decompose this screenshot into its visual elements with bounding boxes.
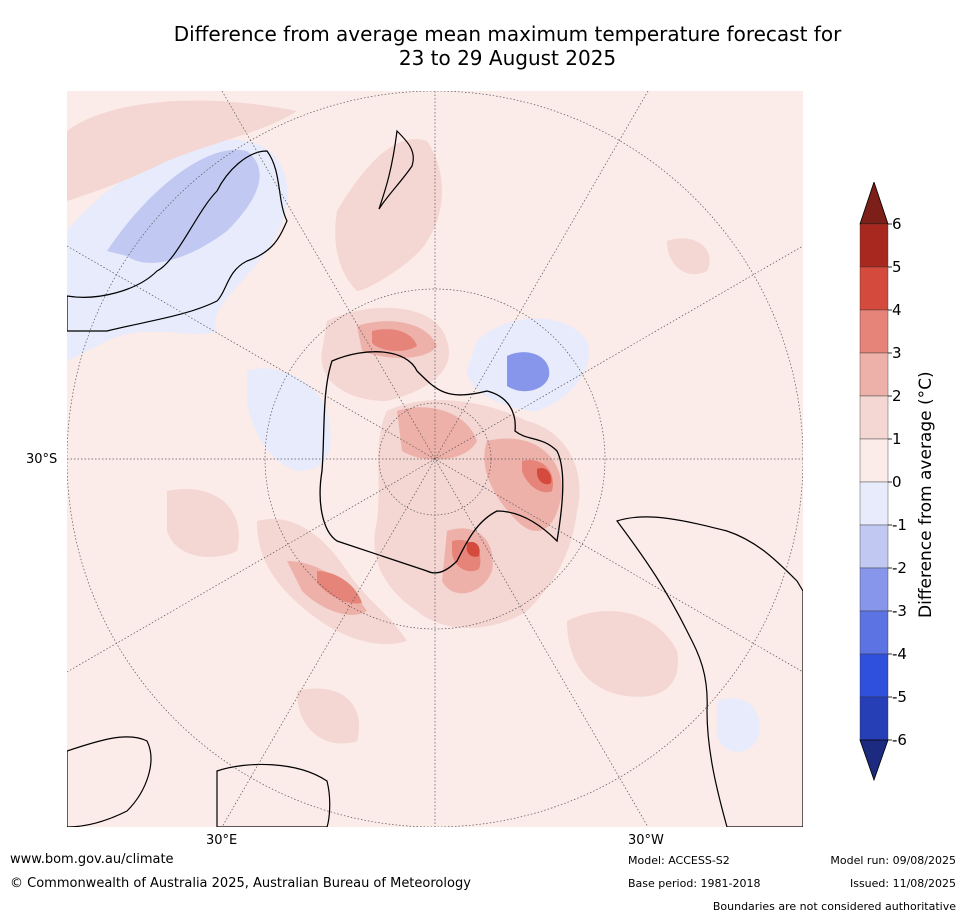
colorbar-swatch xyxy=(859,223,889,268)
colorbar-tick-label: -6 xyxy=(892,731,907,749)
colorbar-tick-label: 5 xyxy=(892,258,902,276)
warm-anomaly-region xyxy=(466,541,480,557)
colorbar-swatch xyxy=(859,610,889,655)
cool-anomaly-region xyxy=(107,149,260,263)
boundary-disclaimer: Boundaries are not considered authoritat… xyxy=(712,900,956,913)
warm-anomaly-region xyxy=(567,611,678,697)
colorbar-extend-bottom xyxy=(859,739,889,782)
colorbar-tick-label: 1 xyxy=(892,430,902,448)
new-zealand-coastline xyxy=(378,129,414,210)
australia-coastline xyxy=(67,150,288,332)
colorbar-swatch xyxy=(859,696,889,741)
warm-anomaly-region xyxy=(667,238,710,275)
south-america-coastline xyxy=(616,516,803,827)
warm-anomaly-region xyxy=(372,329,417,351)
graticule xyxy=(67,91,803,827)
longitude-label-30e: 30°E xyxy=(206,833,238,848)
cool-anomaly-region xyxy=(247,368,331,471)
cool-anomaly-region xyxy=(717,698,760,752)
colorbar-tick-label: -3 xyxy=(892,602,907,620)
base-period: Base period: 1981-2018 xyxy=(628,877,761,890)
colorbar-tick-label: 3 xyxy=(892,344,902,362)
warm-anomaly-region xyxy=(317,571,362,604)
colorbar-swatch xyxy=(859,395,889,440)
warm-anomaly-region xyxy=(67,100,297,201)
colorbar-tick-label: -1 xyxy=(892,516,907,534)
warm-anomaly-region xyxy=(335,139,442,291)
colorbar-tick-label: -5 xyxy=(892,688,907,706)
colorbar-swatch xyxy=(859,481,889,526)
colorbar-tick-label: 6 xyxy=(892,215,902,233)
africa-coastline xyxy=(67,736,152,827)
colorbar-swatch xyxy=(859,309,889,354)
colorbar-title: Difference from average (°C) xyxy=(916,371,936,618)
colorbar-extend-top xyxy=(859,182,889,225)
copyright-notice: © Commonwealth of Australia 2025, Austra… xyxy=(10,876,471,891)
title-line-1: Difference from average mean maximum tem… xyxy=(173,22,842,46)
colorbar-swatch xyxy=(859,438,889,483)
warm-anomaly-region xyxy=(397,407,477,460)
colorbar-swatch xyxy=(859,352,889,397)
colorbar-swatch xyxy=(859,524,889,569)
source-url[interactable]: www.bom.gov.au/climate xyxy=(10,852,174,867)
anomaly-map xyxy=(67,91,803,827)
issued-date: Issued: 11/08/2025 xyxy=(849,877,956,890)
colorbar-tick-label: 2 xyxy=(892,387,902,405)
warm-anomaly-region xyxy=(297,688,359,744)
longitude-label-30w: 30°W xyxy=(628,833,664,848)
latitude-label-30s: 30°S xyxy=(26,452,58,467)
title-line-2: 23 to 29 August 2025 xyxy=(398,46,617,70)
model-run-date: Model run: 09/08/2025 xyxy=(830,854,956,867)
colorbar-tick-label: 0 xyxy=(892,473,902,491)
colorbar-tick-label: 4 xyxy=(892,301,902,319)
model-name: Model: ACCESS-S2 xyxy=(628,854,730,867)
colorbar-swatch xyxy=(859,266,889,311)
map-title: Difference from average mean maximum tem… xyxy=(0,22,965,70)
colorbar-tick-label: -4 xyxy=(892,645,907,663)
antarctica-coastline xyxy=(319,351,564,574)
africa-coastline xyxy=(216,763,331,827)
colorbar-swatch xyxy=(859,567,889,612)
colorbar: 6 5 4 3 2 1 0 -1 -2 -3 -4 -5 -6 xyxy=(859,182,907,782)
colorbar-tick-label: -2 xyxy=(892,559,907,577)
colorbar-swatch xyxy=(859,653,889,698)
warm-anomaly-region xyxy=(167,489,239,557)
warm-anomaly-region xyxy=(537,467,552,485)
cool-anomaly-region xyxy=(507,352,550,392)
warm-anomaly-region xyxy=(484,438,562,531)
